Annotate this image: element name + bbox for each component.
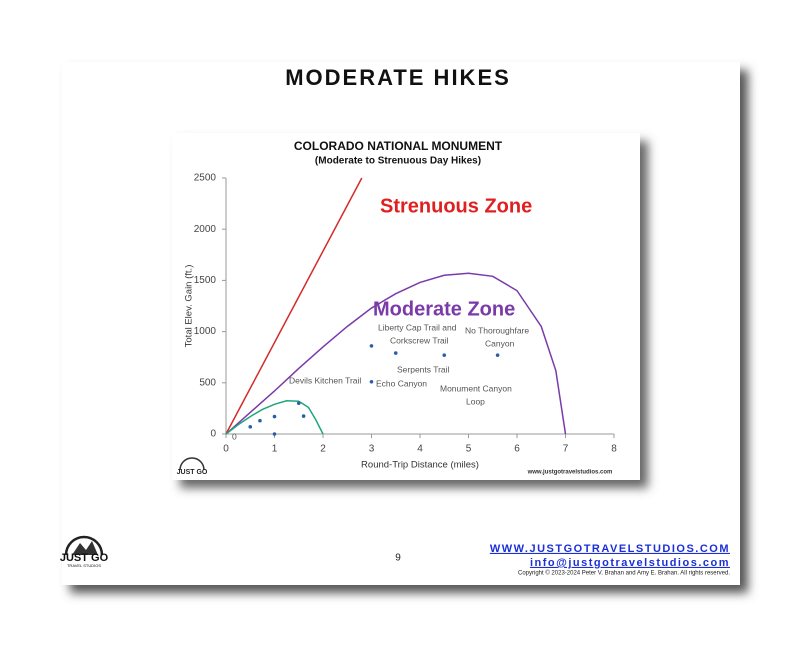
trail-point [248,425,253,429]
x-tick-label: 2 [320,444,326,455]
trail-point [258,418,262,423]
annotation: Monument Canyon [440,383,512,393]
x-tick-label: 7 [563,444,569,455]
page-title: MODERATE HIKES [285,65,511,90]
chart-title: COLORADO NATIONAL MONUMENT [294,139,503,153]
x-tick-label: 4 [417,444,423,455]
trail-point [442,353,447,357]
trail-point [272,432,277,436]
x-tick-label: 6 [514,444,520,455]
x-tick-label: 1 [272,444,278,455]
y-axis-label: Total Elev. Gain (ft.) [184,265,195,348]
logo-arc [179,457,205,471]
x-tick-label: 8 [611,444,617,455]
annotation: Liberty Cap Trail and [378,322,457,332]
annotation: Loop [466,396,485,406]
y-tick-label: 0 [210,429,216,440]
annotation: 0 [232,431,237,441]
y-tick-label: 1000 [194,326,217,337]
curve [225,399,324,435]
trail-point [369,344,374,348]
annotation: Moderate Zone [373,298,515,320]
copyright: Copyright © 2023-2024 Peter V. Brahan an… [518,570,730,577]
trail-point [495,353,500,357]
y-tick-label: 2000 [194,224,217,235]
curve [225,177,363,435]
annotation: Echo Canyon [376,378,427,388]
logo-text: JUST GO [60,552,109,564]
x-tick-label: 3 [369,444,375,455]
chart-source: www.justgotravelstudios.com [527,470,613,476]
y-tick-label: 500 [199,377,216,388]
x-tick-label: 0 [223,444,229,455]
trail-point [272,414,277,419]
trail-point [369,379,374,384]
footer-logo: JUST GO TRAVEL STUDIOS [60,535,109,568]
annotation: Strenuous Zone [380,195,532,217]
trail-point [393,351,398,355]
annotation: Serpents Trail [397,364,450,374]
annotation: Canyon [485,338,515,348]
chart-subtitle: (Moderate to Strenuous Day Hikes) [315,156,481,167]
logo-mountains [72,541,98,555]
logo-arc [64,535,104,556]
annotation: Devils Kitchen Trail [289,375,361,385]
logo-sub: TRAVEL STUDIOS [67,563,101,568]
annotation: Corkscrew Trail [390,335,449,345]
trail-point [301,414,306,418]
website-link[interactable]: WWW.JUSTGOTRAVELSTUDIOS.COM [490,543,730,555]
y-tick-label: 2500 [194,173,217,184]
email-link[interactable]: info@justgotravelstudios.com [530,557,730,569]
annotation: No Thoroughfare [465,325,529,335]
chart-logo-text: JUST GO [177,469,208,476]
x-axis-label: Round-Trip Distance (miles) [361,460,479,471]
trail-point [296,401,301,406]
chart-logo: JUST GO [177,457,208,476]
y-tick-label: 1500 [194,275,217,286]
x-tick-label: 5 [466,444,472,455]
curve [225,272,567,435]
page-number: 9 [395,553,401,564]
chart-frame [172,133,640,480]
